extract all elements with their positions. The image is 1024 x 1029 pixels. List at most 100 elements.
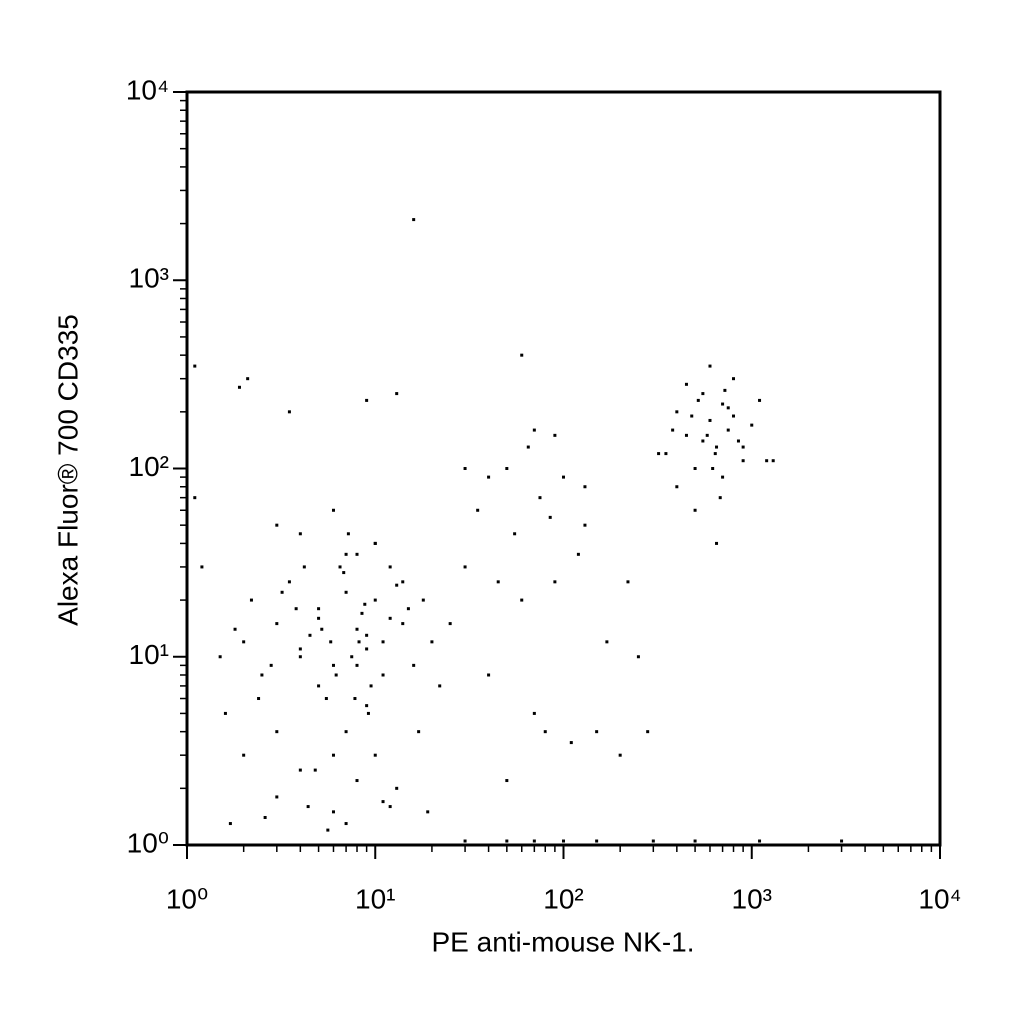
dot bbox=[463, 839, 467, 843]
dot bbox=[193, 364, 197, 368]
dot bbox=[373, 541, 377, 545]
dot bbox=[651, 839, 655, 843]
dot bbox=[538, 496, 542, 500]
dot bbox=[373, 753, 377, 757]
dot bbox=[711, 467, 715, 470]
dot bbox=[242, 640, 246, 644]
dot bbox=[344, 552, 348, 556]
dot bbox=[302, 565, 306, 569]
dot bbox=[342, 571, 346, 575]
dot bbox=[401, 580, 405, 584]
dot bbox=[381, 673, 385, 677]
dot bbox=[463, 467, 467, 470]
dot bbox=[388, 805, 392, 809]
dot bbox=[417, 730, 421, 734]
dot bbox=[406, 607, 410, 611]
dot bbox=[605, 640, 609, 644]
dot bbox=[298, 647, 302, 651]
dot bbox=[693, 508, 697, 512]
dot bbox=[331, 810, 335, 814]
dot bbox=[395, 786, 399, 790]
dot bbox=[715, 541, 719, 545]
dot bbox=[237, 385, 241, 389]
dot bbox=[595, 730, 599, 734]
dot bbox=[505, 467, 509, 470]
dot bbox=[365, 398, 369, 402]
dot bbox=[246, 377, 250, 381]
dot bbox=[331, 508, 335, 512]
dot bbox=[200, 565, 204, 569]
dot bbox=[671, 428, 675, 432]
dot bbox=[331, 753, 335, 757]
dot bbox=[543, 730, 547, 734]
dot bbox=[306, 805, 310, 809]
dot bbox=[657, 452, 661, 456]
dot bbox=[701, 392, 705, 396]
dot bbox=[741, 459, 745, 463]
dot bbox=[355, 627, 359, 631]
dot bbox=[701, 439, 705, 443]
dot bbox=[242, 753, 246, 757]
dot bbox=[520, 353, 524, 357]
dot bbox=[329, 640, 333, 644]
dot bbox=[693, 467, 697, 470]
dot bbox=[840, 839, 844, 843]
dot bbox=[548, 515, 552, 519]
dot bbox=[448, 622, 452, 626]
dot bbox=[675, 485, 679, 489]
dot bbox=[381, 640, 385, 644]
dot bbox=[228, 822, 232, 826]
dot bbox=[741, 445, 745, 449]
y-tick-label: 10³ bbox=[129, 263, 169, 294]
dot bbox=[562, 475, 565, 479]
dot bbox=[520, 598, 524, 602]
dot bbox=[723, 388, 727, 392]
dot bbox=[298, 768, 302, 772]
dot bbox=[532, 428, 536, 432]
dot bbox=[344, 730, 348, 734]
dot bbox=[532, 711, 536, 715]
dot bbox=[269, 663, 273, 667]
dot bbox=[675, 410, 679, 414]
x-axis-label: PE anti-mouse NK-1. bbox=[432, 926, 695, 957]
dot bbox=[373, 598, 377, 602]
dot bbox=[583, 523, 587, 527]
dot bbox=[690, 414, 694, 418]
dot bbox=[664, 452, 668, 456]
dot bbox=[553, 433, 557, 437]
dot bbox=[381, 800, 385, 804]
dot bbox=[696, 398, 700, 402]
dot bbox=[313, 768, 317, 772]
dot bbox=[505, 779, 509, 783]
dot bbox=[726, 428, 730, 432]
dot bbox=[553, 580, 557, 584]
dot bbox=[505, 839, 509, 843]
dot bbox=[487, 475, 491, 479]
dot bbox=[275, 622, 279, 626]
dot bbox=[223, 711, 227, 715]
dot bbox=[496, 580, 500, 584]
dot bbox=[365, 704, 369, 708]
dot bbox=[476, 508, 480, 512]
dot bbox=[736, 439, 740, 443]
y-tick-label: 10⁰ bbox=[127, 827, 169, 858]
dot bbox=[344, 822, 348, 826]
dot bbox=[513, 532, 517, 536]
dot bbox=[708, 418, 712, 422]
dot bbox=[193, 496, 197, 500]
plot-frame bbox=[185, 90, 942, 847]
dot bbox=[576, 552, 580, 556]
dot bbox=[280, 590, 284, 594]
dot bbox=[324, 697, 328, 701]
dot bbox=[684, 433, 688, 437]
dot bbox=[636, 655, 640, 659]
dot bbox=[365, 647, 369, 651]
dot bbox=[360, 611, 364, 615]
dot bbox=[287, 410, 291, 414]
dot bbox=[326, 828, 330, 832]
x-tick-label: 10⁴ bbox=[918, 883, 961, 914]
dot bbox=[353, 697, 357, 701]
dot bbox=[357, 640, 361, 644]
dot bbox=[438, 684, 442, 688]
dot bbox=[275, 730, 279, 734]
